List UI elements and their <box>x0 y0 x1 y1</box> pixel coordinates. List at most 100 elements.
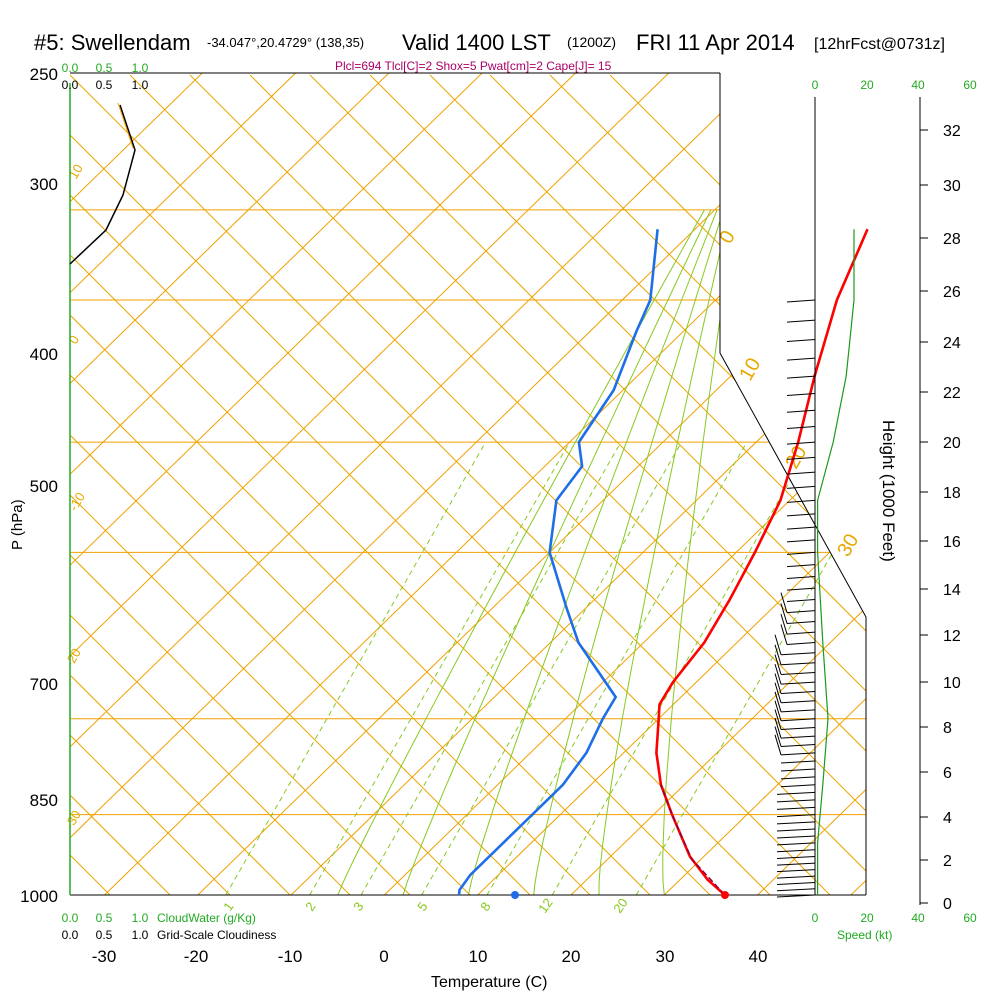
wind-barb <box>786 357 816 361</box>
dry-adiabat <box>70 74 291 895</box>
wind-barb <box>776 821 816 825</box>
wind-barb <box>786 539 816 543</box>
wind-barb <box>776 842 816 846</box>
wind-barb <box>776 875 816 879</box>
height-tick-label: 14 <box>943 582 961 599</box>
pressure-tick-label: 1000 <box>20 887 58 906</box>
cloudiness-profile <box>69 104 136 265</box>
wind-barb <box>776 849 816 853</box>
moist-adiabat <box>662 209 737 895</box>
dry-adiabat <box>70 74 831 895</box>
height-tick-label: 0 <box>943 896 952 913</box>
cloudwater-top-tick: 1.0 <box>132 61 149 75</box>
moist-adiabat <box>533 209 724 895</box>
speed-tick-bottom: 0 <box>812 911 819 925</box>
wind-barb <box>786 621 816 625</box>
wind-barb-flag <box>774 726 782 747</box>
mixing-ratio-line <box>421 441 682 895</box>
isotherm <box>70 73 390 895</box>
pressure-tick-label: 250 <box>30 65 58 84</box>
dry-adiabat <box>489 74 866 895</box>
wind-barb <box>776 894 816 898</box>
height-tick-label: 8 <box>943 720 952 737</box>
wind-barb-flag <box>774 682 782 703</box>
wind-barb-flag <box>774 734 782 755</box>
pressure-tick-label: 700 <box>30 675 58 694</box>
height-tick-label: 18 <box>943 485 961 502</box>
height-tick-label: 4 <box>943 810 952 827</box>
wind-barb <box>780 652 816 656</box>
wind-barb <box>780 768 816 772</box>
speed-tick-top: 20 <box>860 78 874 92</box>
surface-temperature-marker <box>720 891 729 899</box>
wind-barb <box>776 835 816 839</box>
height-tick-label: 20 <box>943 435 961 452</box>
dry-adiabat <box>70 74 471 895</box>
wind-barb <box>776 855 816 859</box>
wind-barb-flag <box>780 613 788 635</box>
wind-speed-profile <box>816 229 855 895</box>
wind-barb <box>786 319 816 323</box>
wind-barb <box>786 441 816 445</box>
wind-barb <box>786 526 816 530</box>
cloudiness-top-tick: 1.0 <box>132 78 149 92</box>
cloudwater-bottom-tick: 1.0 <box>132 911 149 925</box>
forecast-run: [12hrFcst@0731z] <box>814 36 945 53</box>
dry-adiabat <box>309 74 866 895</box>
wind-barb <box>786 576 816 580</box>
wind-barb <box>786 339 816 343</box>
axis-labels: -30 -20 -10 0 10 20 30 402503004005007008501000… <box>20 61 977 966</box>
height-tick-label: 24 <box>943 335 961 352</box>
wind-barb-flag <box>774 700 782 721</box>
x-tick-label: 40 <box>749 947 768 966</box>
wind-barb <box>776 862 816 866</box>
mixing-ratio-label: 12 <box>535 895 556 915</box>
wind-barb <box>776 814 816 818</box>
wind-barb <box>780 776 816 780</box>
wind-barb <box>786 392 816 396</box>
isotherm <box>70 73 670 895</box>
parcel-profile <box>660 784 726 896</box>
cloudwater-bottom-tick: 0.0 <box>62 911 79 925</box>
mixing-ratio-line <box>360 441 622 895</box>
wind-barb <box>780 760 816 764</box>
mixing-ratio-line <box>486 441 748 895</box>
station-coords: -34.047°,20.4729° (138,35) <box>207 35 364 50</box>
cloudiness-bottom-tick: 0.5 <box>96 928 113 942</box>
wind-barb <box>786 599 816 603</box>
wind-barb-flag <box>774 654 782 675</box>
dry-adiabat <box>70 74 351 895</box>
dry-adiabat <box>70 74 651 895</box>
wind-barb-flag <box>774 673 782 694</box>
dry-adiabat <box>70 74 771 895</box>
wind-barb <box>786 299 816 303</box>
dewpoint-profile <box>457 229 659 896</box>
height-axis-title: Height (1000 Feet) <box>879 420 898 562</box>
wind-barb <box>786 631 816 635</box>
wind-barb <box>780 671 816 675</box>
dry-adiabat <box>189 74 866 895</box>
x-tick-label: -30 <box>92 947 117 966</box>
x-tick-label: -20 <box>184 947 209 966</box>
speed-tick-bottom: 60 <box>963 911 977 925</box>
dry-adiabat <box>70 74 411 895</box>
height-tick-label: 12 <box>943 628 961 645</box>
isotherm <box>477 73 866 895</box>
wind-barb <box>776 791 816 795</box>
wind-barb-flag <box>780 592 788 613</box>
wind-barb <box>786 551 816 555</box>
isotherm <box>70 73 576 895</box>
forecast-date: FRI 11 Apr 2014 <box>636 30 795 55</box>
isotherm <box>70 73 483 895</box>
pressure-tick-label: 400 <box>30 345 58 364</box>
wind-barb-flag <box>774 634 782 655</box>
wind-barb-flag <box>774 663 782 685</box>
wind-barb <box>780 784 816 788</box>
cloudwater-top-tick: 0.0 <box>62 61 79 75</box>
wind-barb <box>780 744 816 748</box>
wind-barb-flag <box>774 691 782 712</box>
wind-barb <box>780 681 816 685</box>
dry-adiabat <box>70 74 531 895</box>
wind-barb <box>786 375 816 379</box>
